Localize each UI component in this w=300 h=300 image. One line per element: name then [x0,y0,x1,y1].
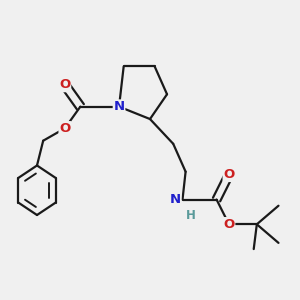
Text: N: N [170,193,181,206]
Text: O: O [59,122,70,135]
Text: H: H [186,209,196,222]
Text: O: O [59,79,70,92]
Text: O: O [223,168,235,181]
Text: O: O [223,218,235,231]
Text: N: N [113,100,124,113]
